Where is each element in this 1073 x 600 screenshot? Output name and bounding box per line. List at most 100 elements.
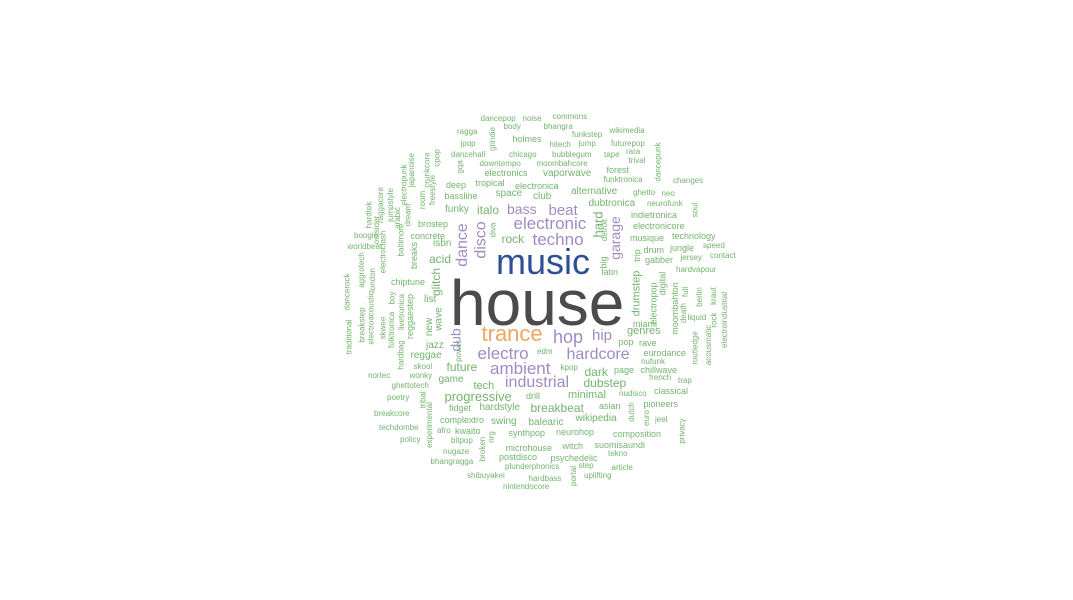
word-step: step: [578, 461, 594, 470]
word-traditional: traditional: [343, 319, 353, 355]
word-reggae: reggae: [410, 350, 442, 361]
word-tape: tape: [604, 150, 620, 159]
word-reggaestep: reggaestep: [404, 293, 415, 339]
word-forest: forest: [606, 164, 630, 175]
word-downtempo: downtempo: [479, 159, 521, 168]
word-bass: bass: [507, 201, 537, 217]
word-jump: jump: [578, 139, 596, 148]
word-plunderphonics: plunderphonics: [505, 462, 560, 471]
word-acid: acid: [429, 252, 452, 266]
word-neurohop: neurohop: [556, 426, 595, 437]
word-nugaze: nugaze: [443, 447, 470, 456]
word-trap: trap: [678, 376, 692, 385]
word-chiptune: chiptune: [391, 276, 426, 287]
word-rave: rave: [639, 337, 657, 348]
word-trip: trip: [631, 248, 642, 262]
word-breakcore: breakcore: [374, 409, 410, 418]
word-pioneers: pioneers: [643, 398, 679, 409]
word-nrg: nrg: [486, 431, 496, 443]
word-dubstep: dubstep: [583, 376, 627, 390]
word-funktronica: funktronica: [603, 175, 643, 184]
word-ghetto: ghetto: [633, 188, 656, 197]
word-room: room: [418, 190, 428, 210]
word-nufunk: nufunk: [641, 357, 666, 366]
word-experimental: experimental: [424, 402, 434, 448]
word-techdombe: techdombe: [379, 423, 419, 432]
word-music: music: [496, 241, 591, 282]
word-bhangra: bhangra: [543, 122, 573, 131]
word-dancepop: dancepop: [480, 114, 516, 123]
word-neo: neo: [661, 189, 675, 198]
word-bubblegum: bubblegum: [552, 150, 592, 159]
word-jpop: jpop: [460, 139, 476, 148]
word-microhouse: microhouse: [505, 442, 553, 453]
word-jersey: jersey: [680, 253, 702, 262]
word-ambient: ambient: [490, 358, 551, 378]
word-electroclash: electroclash: [377, 230, 387, 274]
word-italo: italo: [477, 203, 500, 217]
word-electro: electro: [477, 343, 529, 363]
word-tropical: tropical: [475, 177, 505, 188]
word-bitpop: bitpop: [451, 436, 473, 445]
word-berlin: berlin: [694, 287, 704, 307]
word-folktronica: folktronica: [387, 311, 397, 349]
word-dark: dark: [584, 365, 608, 379]
word-glitch: glitch: [429, 267, 444, 297]
word-breakstep: breakstep: [357, 307, 367, 343]
word-trance: trance: [481, 321, 543, 346]
word-poetry: poetry: [387, 393, 410, 402]
word-genres: genres: [627, 324, 661, 337]
word-future: future: [446, 360, 478, 374]
word-complextro: complextro: [440, 414, 485, 425]
word-london: london: [368, 267, 378, 293]
word-skwee: skwee: [377, 316, 387, 340]
word-dancepunk: dancepunk: [653, 142, 663, 182]
word-breakbeat: breakbeat: [530, 401, 584, 415]
word-soul: soul: [689, 202, 699, 218]
word-musique: musique: [630, 232, 665, 243]
word-futurepop: futurepop: [611, 139, 645, 148]
word-hardvapour: hardvapour: [676, 265, 717, 274]
word-fidget: fidget: [449, 402, 472, 413]
word-dubtronica: dubtronica: [588, 198, 636, 209]
word-policy: policy: [400, 435, 421, 444]
word-gqa: gqa: [455, 160, 465, 174]
word-worldbeat: worldbeat: [347, 242, 383, 251]
word-suomisaundi: suomisaundi: [594, 439, 646, 450]
word-isbn: isbn: [433, 238, 452, 249]
word-boogie: boogie: [354, 231, 379, 240]
word-hardcore: hardcore: [566, 346, 630, 363]
word-garage: garage: [606, 216, 623, 260]
word-electronica: electronica: [515, 180, 559, 191]
word-indietronica: indietronica: [631, 209, 678, 220]
word-page: page: [614, 364, 635, 375]
word-breaks: breaks: [408, 241, 419, 269]
word-holmes: holmes: [512, 133, 542, 144]
word-big: big: [598, 255, 609, 269]
word-nudisco: nudisco: [619, 389, 647, 398]
word-space: space: [495, 188, 523, 199]
word-baltimore: baltimore: [395, 223, 405, 257]
word-changes: changes: [673, 176, 704, 185]
word-club: club: [533, 191, 552, 202]
word-rara: rara: [626, 147, 641, 156]
word-detroit: detroit: [600, 218, 610, 242]
word-drill: drill: [526, 390, 541, 401]
word-electronicore: electronicore: [633, 220, 685, 231]
word-dancerock: dancerock: [341, 273, 351, 311]
word-asian: asian: [599, 400, 621, 411]
word-ghettotech: ghettotech: [391, 381, 429, 390]
word-deep: deep: [446, 179, 467, 190]
word-balearic: balearic: [528, 417, 564, 428]
word-hardbag: hardbag: [396, 340, 406, 370]
word-digital: digital: [657, 271, 668, 295]
word-moombahton: moombahton: [669, 281, 680, 335]
word-nintendocore: nintendocore: [503, 482, 550, 491]
word-hitech: hitech: [549, 140, 571, 149]
word-wave: wave: [433, 307, 445, 331]
word-jazz: jazz: [426, 340, 444, 351]
word-house: house: [450, 267, 625, 339]
word-progressive: progressive: [444, 388, 512, 404]
word-contact: contact: [710, 251, 736, 260]
word-commons: commons: [552, 112, 588, 121]
